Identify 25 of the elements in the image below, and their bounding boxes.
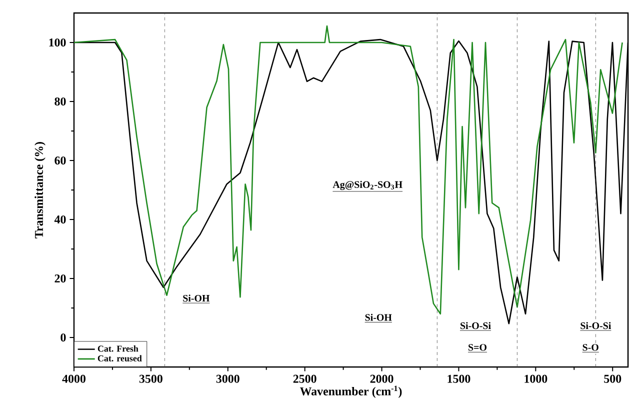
y-tick-label: 80 bbox=[54, 97, 66, 106]
annotation: S=O bbox=[468, 344, 486, 351]
y-tick-label: 40 bbox=[54, 215, 66, 224]
y-tick-label: 100 bbox=[49, 38, 66, 47]
y-axis-title: Transmittance (%) bbox=[34, 142, 46, 238]
x-tick-label: 3500 bbox=[139, 374, 162, 383]
legend-label: Cat. reused bbox=[98, 355, 142, 362]
y-tick-label: 20 bbox=[54, 274, 66, 283]
annotation: Si-OH bbox=[365, 314, 392, 321]
y-tick-label: 0 bbox=[60, 333, 66, 342]
annotation: Ag@SiO$_{2}$-SO$_{3}$H bbox=[332, 180, 402, 190]
annotation: Si-O-Si bbox=[580, 322, 612, 330]
x-tick-label: 3000 bbox=[216, 374, 240, 383]
y-tick-label: 60 bbox=[54, 156, 66, 165]
x-tick-label: 1000 bbox=[524, 374, 548, 383]
x-tick-label: 500 bbox=[604, 374, 622, 383]
annotation: Si-O-Si bbox=[460, 322, 491, 330]
x-tick-label: 1500 bbox=[448, 374, 470, 383]
x-tick-label: 4000 bbox=[62, 374, 86, 383]
annotation: Si-OH bbox=[183, 294, 210, 302]
x-tick-label: 2500 bbox=[293, 374, 316, 383]
x-axis-title: Wavenumber (cm$^{-1}$) bbox=[300, 386, 402, 398]
x-tick-label: 2000 bbox=[370, 374, 394, 383]
annotation: S-O bbox=[582, 344, 598, 351]
legend-label: Cat. Fresh bbox=[98, 345, 138, 352]
